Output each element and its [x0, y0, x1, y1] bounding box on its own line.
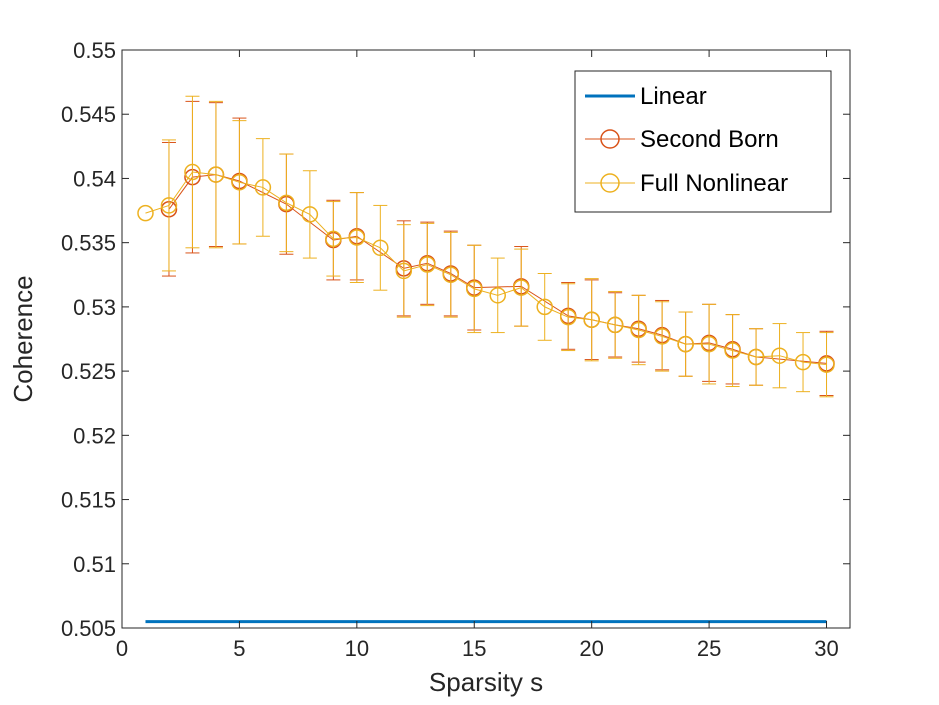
x-axis-title: Sparsity s [429, 667, 543, 697]
data-point [278, 194, 295, 212]
data-point [442, 266, 460, 284]
data-point [231, 174, 248, 191]
data-point [254, 179, 272, 196]
data-point [419, 256, 436, 273]
y-tick-label: 0.53 [73, 295, 116, 320]
data-point [747, 348, 765, 366]
data-point [372, 239, 389, 257]
data-point [466, 280, 483, 298]
data-point [606, 316, 624, 334]
data-point [489, 287, 506, 304]
x-tick-label: 20 [579, 636, 603, 661]
data-point [630, 321, 647, 339]
y-tick-label: 0.535 [61, 231, 116, 256]
x-tick-label: 15 [462, 636, 486, 661]
legend-label-full-nonlinear: Full Nonlinear [640, 170, 788, 197]
data-point [677, 335, 694, 353]
x-tick-label: 10 [345, 636, 369, 661]
legend-label-linear: Linear [640, 83, 707, 110]
data-point [207, 166, 225, 183]
data-point [536, 298, 553, 316]
data-point [160, 197, 178, 214]
series-line-full-nonlinear [145, 171, 827, 366]
data-point [559, 308, 577, 326]
legend-swatch-second-born-marker [600, 129, 620, 149]
data-point [184, 163, 201, 181]
x-tick-label: 5 [233, 636, 245, 661]
y-tick-label: 0.55 [73, 38, 116, 63]
data-point [137, 204, 154, 222]
legend-swatch-full-nonlinear-marker [600, 173, 620, 193]
data-point [653, 328, 671, 345]
data-point [700, 335, 718, 353]
data-point [348, 229, 366, 246]
data-point [512, 279, 530, 296]
data-point [583, 311, 600, 328]
data-point [818, 356, 835, 373]
y-tick-label: 0.525 [61, 359, 116, 384]
y-tick-label: 0.545 [61, 102, 116, 127]
y-tick-label: 0.54 [73, 166, 116, 191]
data-point [395, 262, 413, 280]
plot-frame [121, 49, 851, 629]
x-tick-label: 25 [697, 636, 721, 661]
data-point [794, 353, 812, 371]
x-tick-label: 30 [814, 636, 838, 661]
legend-label-second-born: Second Born [640, 126, 779, 153]
y-tick-label: 0.515 [61, 488, 116, 513]
y-axis-title: Coherence [8, 275, 38, 402]
y-tick-label: 0.52 [73, 423, 116, 448]
tick-layer: 0 5 10 15 20 25 30 0.505 0.51 0.515 0.52 0.525 0.53 0… [61, 38, 850, 661]
data-point [771, 347, 788, 364]
series-layer [137, 95, 835, 624]
data-point [325, 230, 342, 248]
y-tick-label: 0.505 [61, 616, 116, 641]
legend: Linear Second Born Full Nonlinear [574, 70, 832, 213]
series-full-nonlinear [137, 95, 835, 398]
x-tick-label: 0 [116, 636, 128, 661]
y-tick-label: 0.51 [73, 552, 116, 577]
data-point [301, 206, 319, 223]
data-point [724, 342, 741, 359]
